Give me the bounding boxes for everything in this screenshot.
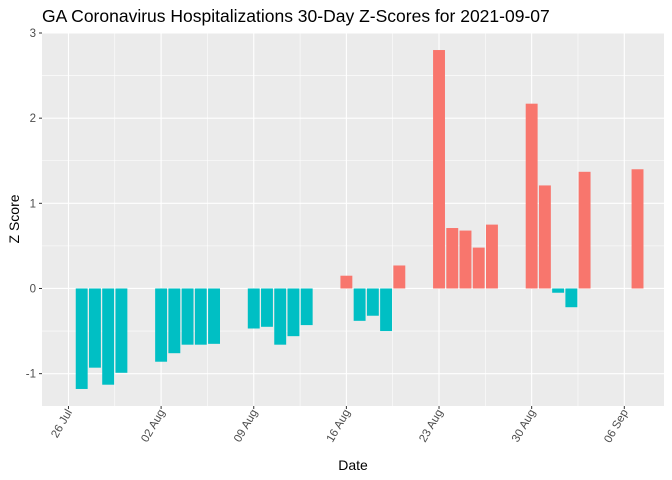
bar — [274, 288, 287, 345]
bar — [565, 288, 578, 308]
bar — [102, 288, 115, 385]
bar — [472, 247, 485, 289]
bar — [247, 288, 260, 329]
y-tick-label: 1 — [30, 198, 36, 210]
bar — [155, 288, 168, 362]
bar — [300, 288, 313, 326]
bar — [380, 288, 393, 332]
y-tick-label: 0 — [30, 283, 36, 295]
bar — [340, 275, 353, 289]
bar — [168, 288, 181, 354]
bar — [75, 288, 88, 389]
x-tick-label: 30 Aug — [510, 408, 538, 445]
bar — [393, 265, 406, 289]
y-axis: -1 0 1 2 3 — [26, 28, 42, 381]
bar — [194, 288, 207, 345]
x-tick-label: 23 Aug — [417, 408, 445, 445]
plot-panel — [42, 33, 664, 406]
x-axis-title: Date — [338, 457, 368, 473]
x-tick-label: 06 Sep — [602, 408, 631, 446]
bar — [261, 288, 273, 327]
bar — [525, 103, 538, 289]
bar — [208, 288, 220, 344]
y-tick-label: 2 — [30, 113, 36, 125]
bar — [552, 288, 565, 293]
x-tick-label: 16 Aug — [325, 408, 353, 445]
x-axis: 26 Jul 02 Aug 09 Aug 16 Aug 23 Aug 30 Aug 06 S… — [49, 406, 631, 445]
bar — [181, 288, 194, 345]
y-axis-title: Z Score — [6, 194, 22, 243]
bar — [486, 224, 498, 289]
x-tick-label: 09 Aug — [232, 408, 260, 445]
y-tick-label: 3 — [30, 28, 36, 40]
chart-title: GA Coronavirus Hospitalizations 30-Day Z… — [42, 6, 550, 26]
bar — [631, 169, 644, 289]
bars — [75, 50, 644, 389]
bar — [115, 288, 128, 373]
bar — [459, 230, 472, 289]
y-tick-label: -1 — [26, 369, 36, 381]
bar — [353, 288, 366, 321]
x-tick-label: 26 Jul — [49, 408, 75, 441]
bar — [578, 171, 591, 289]
bar — [446, 228, 459, 289]
bar — [88, 288, 101, 368]
bar — [433, 50, 445, 289]
bar — [287, 288, 300, 337]
bar — [538, 185, 551, 289]
x-tick-label: 02 Aug — [139, 408, 167, 445]
bar — [366, 288, 379, 316]
